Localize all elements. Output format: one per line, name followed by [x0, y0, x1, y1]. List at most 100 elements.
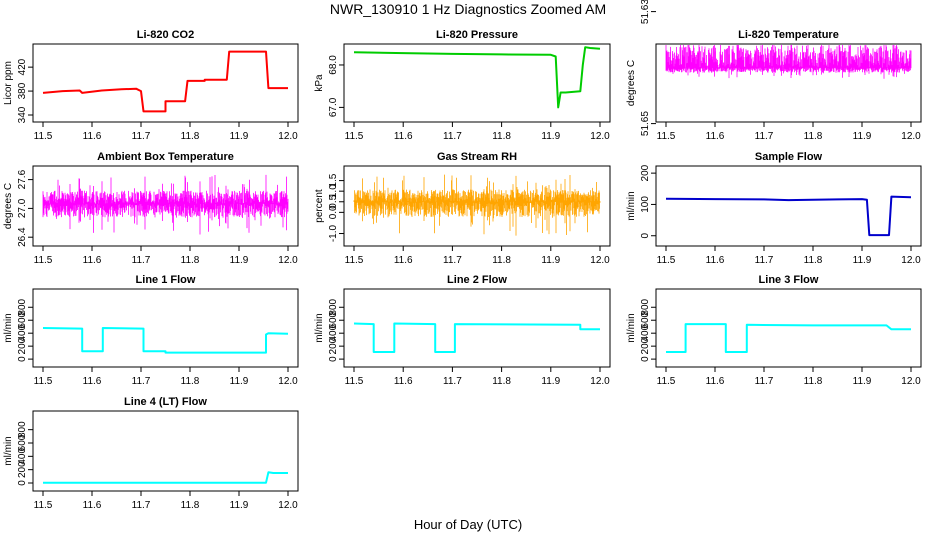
x-tick-label: 12.0: [278, 500, 298, 511]
x-tick-label: 11.9: [853, 376, 872, 387]
y-tick-label: 0.5: [328, 194, 339, 208]
chart-panel-1: Li-820 CO2 11.5 11.6 11.7 11.8 11.9 12.0 340 380…: [3, 29, 299, 142]
x-tick-label: 11.8: [181, 131, 200, 142]
y-tick-label: 0: [328, 356, 339, 362]
x-tick-label: 11.8: [181, 376, 200, 387]
x-tick-label: 11.5: [34, 255, 53, 266]
y-tick-label: 27.0: [17, 198, 28, 218]
panel-title: Li-820 Pressure: [436, 29, 518, 41]
plot-area: [42, 327, 289, 354]
x-tick-label: 11.5: [34, 376, 53, 387]
x-tick-label: 11.8: [181, 255, 200, 266]
y-tick-label: 0: [640, 356, 651, 362]
plot-frame: [343, 43, 611, 123]
chart-panel-6: Sample Flow 11.5 11.6 11.7 11.8 11.9 12.0 0 100 2…: [626, 151, 922, 266]
y-tick-label: 51.63: [640, 0, 651, 24]
series-1-line: [666, 323, 911, 353]
x-tick-label: 11.9: [853, 255, 872, 266]
x-tick-label: 11.8: [804, 131, 823, 142]
chart-panel-8: Line 2 Flow 11.5 11.6 11.7 11.8 11.9 12.0 0 2004…: [314, 274, 611, 387]
y-tick-label: 200: [640, 337, 651, 354]
plot-area: [42, 50, 288, 113]
x-tick-label: 11.6: [394, 255, 413, 266]
y-tick-label: 800: [328, 298, 339, 315]
y-axis-label: percent: [314, 189, 325, 223]
chart-panel-10: Line 4 (LT) Flow 11.5 11.6 11.7 11.8 11.9 12.0…: [3, 396, 299, 511]
x-tick-label: 11.6: [83, 376, 102, 387]
x-tick-label: 11.7: [755, 131, 774, 142]
x-tick-label: 11.9: [230, 255, 249, 266]
plot-frame: [343, 165, 611, 247]
x-tick-label: 11.7: [132, 376, 151, 387]
y-tick-label: 51.65: [640, 111, 651, 136]
x-tick-label: 11.7: [443, 255, 462, 266]
x-tick-label: 12.0: [278, 376, 298, 387]
y-tick-label: -1.0: [328, 224, 339, 242]
x-tick-label: 11.9: [541, 255, 560, 266]
x-tick-label: 12.0: [901, 131, 921, 142]
y-axis-label: ml/min: [626, 313, 637, 342]
panel-title: Line 4 (LT) Flow: [124, 396, 207, 408]
y-tick-label: 26.4: [17, 227, 28, 247]
chart-panel-5: Gas Stream RH 11.5 11.6 11.7 11.8 11.9 12.0 -1.…: [314, 151, 611, 266]
x-tick-label: 11.9: [541, 131, 560, 142]
x-tick-label: 11.7: [755, 255, 774, 266]
x-tick-label: 11.7: [755, 376, 774, 387]
y-tick-label: 400: [640, 324, 651, 341]
y-tick-label: 200: [640, 164, 651, 181]
x-tick-label: 11.5: [657, 131, 676, 142]
y-tick-label: 0: [640, 233, 651, 239]
y-tick-label: 100: [640, 196, 651, 213]
series-1-line: [42, 174, 289, 235]
y-axis-label: degrees C: [626, 60, 637, 106]
x-tick-label: 11.6: [706, 255, 725, 266]
y-tick-label: 600: [17, 434, 28, 451]
x-tick-label: 11.6: [394, 131, 413, 142]
plot-area: [665, 45, 912, 79]
chart-panel-3: Li-820 Temperature 11.5 11.6 11.7 11.8 11.9 12…: [626, 0, 922, 142]
y-tick-label: 68.0: [328, 55, 339, 75]
y-tick-label: 67.0: [328, 97, 339, 117]
x-tick-label: 12.0: [278, 255, 298, 266]
y-tick-label: 400: [328, 324, 339, 341]
y-tick-label: 200: [328, 337, 339, 354]
page-title: NWR_130910 1 Hz Diagnostics Zoomed AM: [329, 1, 607, 17]
plot-frame: [32, 165, 299, 247]
y-axis-label: degrees C: [3, 183, 14, 229]
plot-frame: [32, 288, 299, 368]
x-tick-label: 12.0: [278, 131, 298, 142]
x-tick-label: 11.7: [132, 500, 151, 511]
y-tick-label: 200: [17, 461, 28, 478]
plot-area: [353, 46, 601, 109]
x-tick-label: 11.6: [394, 376, 413, 387]
x-tick-label: 11.5: [34, 500, 53, 511]
x-tick-label: 11.5: [657, 255, 676, 266]
x-tick-label: 11.6: [83, 255, 102, 266]
x-tick-label: 11.5: [345, 131, 364, 142]
series-1-line: [665, 45, 912, 79]
y-axis-label: ml/min: [3, 436, 14, 465]
x-tick-label: 11.9: [541, 376, 560, 387]
y-tick-label: 800: [17, 298, 28, 315]
plot-area: [353, 322, 600, 353]
x-tick-label: 12.0: [901, 255, 921, 266]
plot-frame: [655, 288, 922, 368]
x-axis-title: Hour of Day (UTC): [413, 517, 523, 532]
y-axis-label: kPa: [314, 74, 325, 92]
plot-area: [665, 195, 912, 237]
chart-panel-2: Li-820 Pressure 11.5 11.6 11.7 11.8 11.9 12.0 6…: [314, 29, 611, 142]
y-axis-label: Licor ppm: [3, 61, 14, 105]
y-tick-label: 420: [17, 58, 28, 75]
plot-area: [43, 471, 288, 484]
plot-frame: [32, 43, 299, 123]
y-tick-label: 340: [17, 106, 28, 123]
y-axis-label: ml/min: [3, 313, 14, 342]
chart-panel-4: Ambient Box Temperature 11.5 11.6 11.7 11.8 1…: [3, 151, 299, 266]
x-tick-label: 11.7: [443, 131, 462, 142]
y-tick-label: 0.0: [328, 205, 339, 219]
panel-title: Li-820 Temperature: [738, 29, 839, 41]
y-tick-label: 1.0: [328, 184, 339, 198]
plot-frame: [343, 288, 611, 368]
x-tick-label: 11.6: [83, 131, 102, 142]
